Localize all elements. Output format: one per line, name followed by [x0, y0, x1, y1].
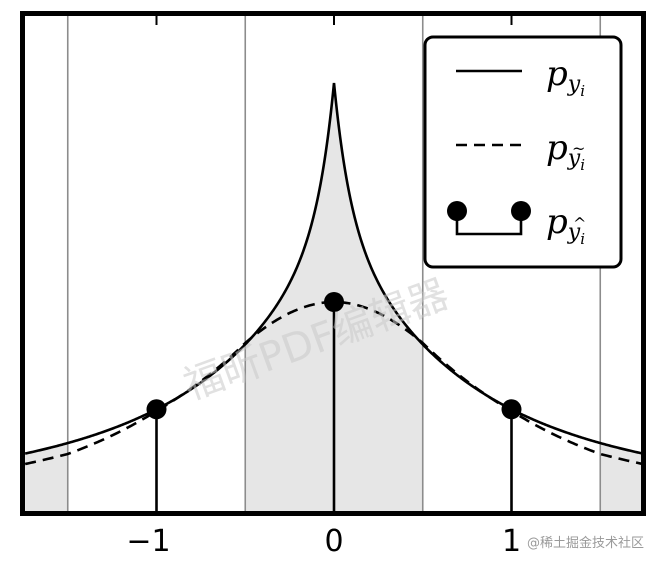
legend-entry-solid: pyi — [456, 54, 585, 100]
stem-dot-2 — [501, 399, 522, 420]
smoothed-density-curve — [24, 300, 644, 466]
stem-swatch — [455, 211, 523, 236]
shaded-bin-2 — [600, 443, 643, 513]
stem-swatch-dot-right — [511, 201, 531, 221]
x-tick-label-1: 0 — [324, 524, 343, 559]
legend-label-solid: pyi — [546, 54, 585, 100]
stem-dot-1 — [324, 292, 344, 312]
density-curve — [24, 82, 644, 455]
x-tick-label-0: −1 — [126, 524, 170, 559]
x-axis-ticks: −1 0 1 — [126, 524, 521, 559]
legend-entry-stem: pyi ^ — [447, 201, 586, 248]
probability-mass-stems — [146, 292, 522, 513]
legend-label-dashed: pyi — [546, 128, 585, 174]
shaded-bin-0 — [25, 443, 68, 513]
stem-swatch-dot-left — [447, 201, 467, 221]
axes-frame — [20, 11, 646, 516]
tilde-accent: ~ — [572, 139, 585, 158]
stem-dot-0 — [146, 399, 167, 420]
hat-accent: ^ — [573, 214, 586, 233]
legend-box — [423, 35, 623, 269]
legend-label-stem: pyi — [546, 202, 585, 248]
credit-watermark: @稀土掘金技术社区 — [527, 535, 644, 551]
legend-entry-dashed: pyi ~ — [456, 128, 585, 174]
legend: pyi pyi ~ pyi ^ — [423, 35, 623, 269]
plot-area — [24, 14, 644, 513]
x-tick-label-2: 1 — [502, 524, 521, 559]
